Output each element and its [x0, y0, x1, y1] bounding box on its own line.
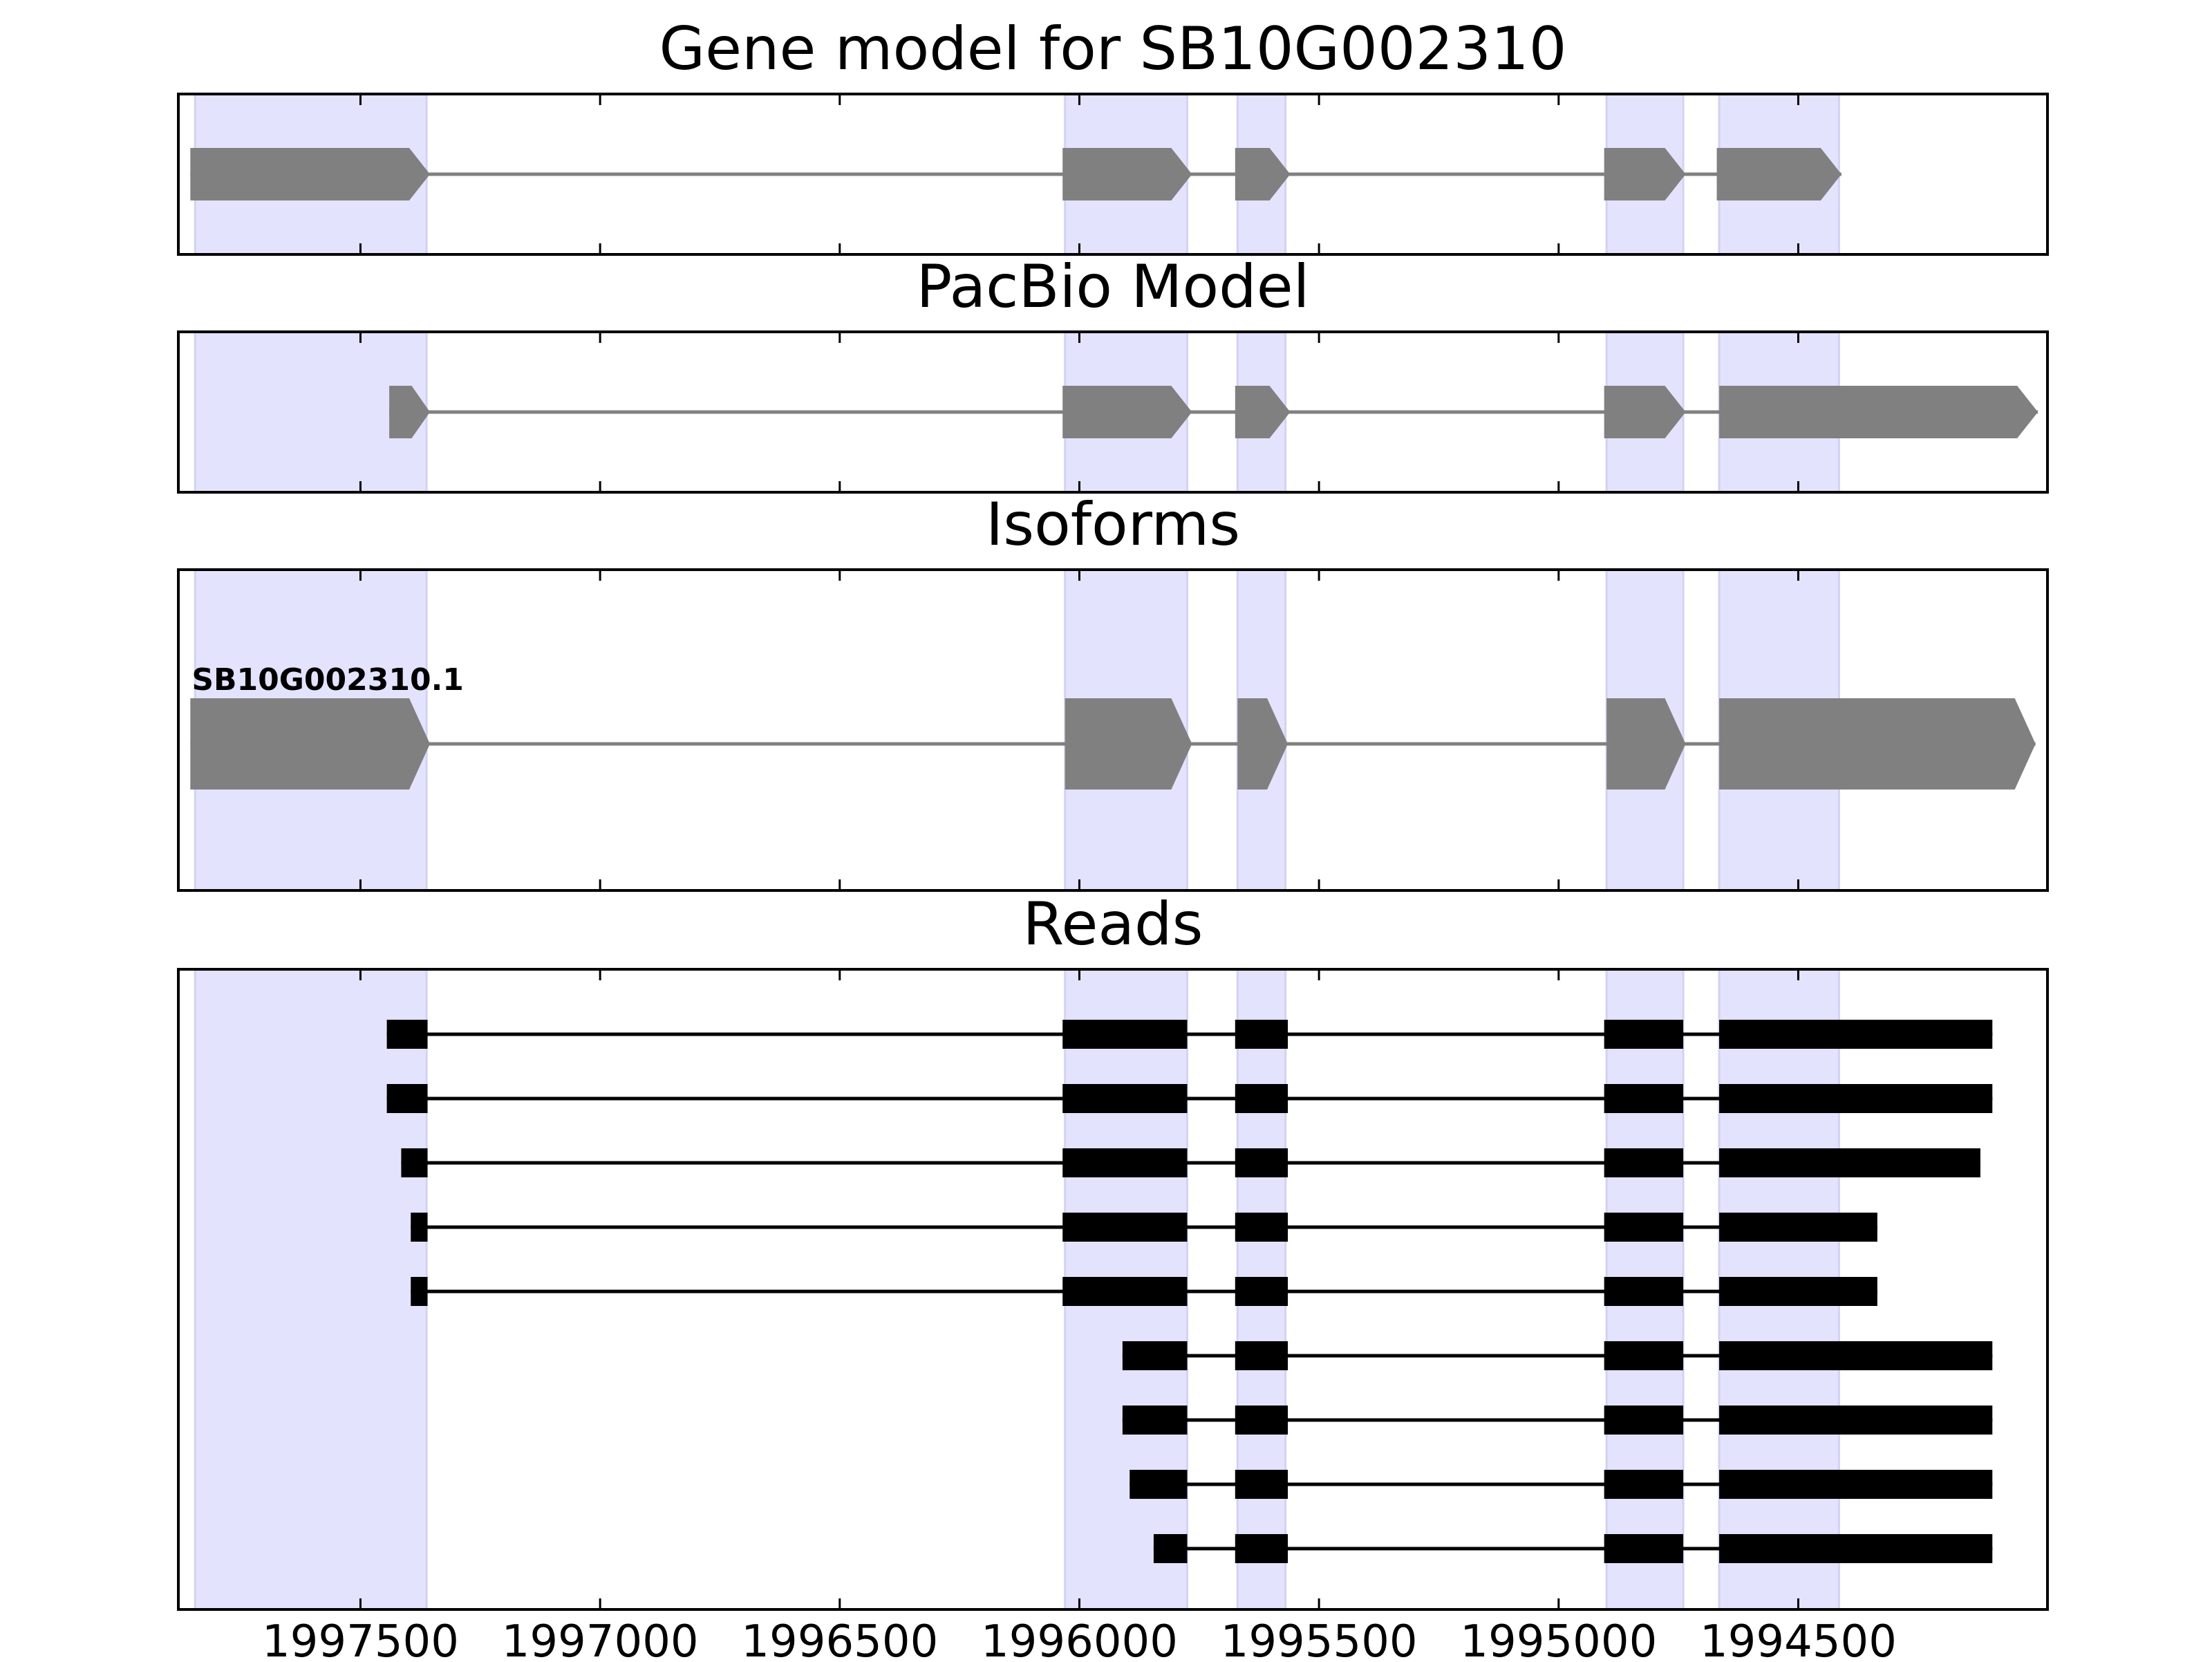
panel-title: PacBio Model	[916, 252, 1309, 321]
exon-arrow	[1062, 148, 1192, 200]
exon-block	[1062, 1213, 1188, 1242]
exon-arrow	[1719, 698, 2036, 790]
x-tick-label: 1995000	[1460, 1616, 1657, 1659]
exon-block	[1604, 1470, 1684, 1499]
exon-block	[1062, 1020, 1188, 1049]
exon-block	[1719, 1148, 1980, 1177]
exon-block	[1604, 1406, 1684, 1435]
exon-arrow	[1235, 148, 1291, 200]
exon-block	[1235, 1084, 1288, 1113]
exon-block	[1235, 1020, 1288, 1049]
exon-block	[1604, 1084, 1684, 1113]
exon-arrow	[1604, 148, 1686, 200]
exon-block	[1062, 1148, 1188, 1177]
isoform-label: SB10G002310.1	[191, 662, 464, 698]
exon-block	[1235, 1406, 1288, 1435]
gene-feature: SB10G002310.1	[190, 662, 2036, 790]
exon-block	[1604, 1534, 1684, 1563]
exon-block	[1235, 1213, 1288, 1242]
gene-feature	[389, 386, 2038, 438]
read-8	[1130, 1470, 1993, 1499]
read-5	[411, 1277, 1877, 1306]
read-6	[1122, 1341, 1993, 1370]
axes-frame	[177, 93, 2049, 256]
exon-block	[1604, 1213, 1684, 1242]
exon-arrow	[389, 386, 430, 438]
panel-3: Isoforms SB10G002310.1	[177, 490, 2049, 892]
exon-arrow	[1237, 698, 1288, 790]
panel-2: PacBio Model	[177, 252, 2049, 494]
exon-block	[1235, 1341, 1288, 1370]
exon-arrow	[190, 698, 430, 790]
exon-block	[1122, 1406, 1188, 1435]
gene-feature	[190, 148, 1841, 200]
panel-title: Isoforms	[986, 490, 1240, 559]
exon-arrow	[190, 148, 430, 200]
exon-block	[386, 1020, 428, 1049]
exon-block	[1235, 1277, 1288, 1306]
read-9	[1153, 1534, 1993, 1563]
exon-block	[1604, 1020, 1684, 1049]
exon-arrow	[1065, 698, 1192, 790]
panel-1: Gene model for SB10G002310	[177, 15, 2049, 256]
panel-title: Reads	[1023, 890, 1203, 959]
axes-frame	[177, 330, 2049, 494]
exon-block	[1062, 1084, 1188, 1113]
exon-block	[1719, 1277, 1877, 1306]
exon-arrow	[1235, 386, 1291, 438]
exon-arrow	[1062, 386, 1192, 438]
exon-block	[411, 1213, 428, 1242]
exon-block	[1235, 1148, 1288, 1177]
exon-block	[1235, 1534, 1288, 1563]
exon-arrow	[1604, 386, 1686, 438]
x-tick-label: 1994500	[1700, 1616, 1897, 1659]
exon-block	[1062, 1277, 1188, 1306]
exon-block	[1719, 1534, 1993, 1563]
axes-frame	[177, 568, 2049, 892]
x-tick-label: 1996500	[741, 1616, 938, 1659]
read-4	[411, 1213, 1877, 1242]
exon-block	[1719, 1213, 1877, 1242]
read-3	[401, 1148, 1980, 1177]
x-tick-label: 1997500	[262, 1616, 459, 1659]
exon-block	[1719, 1341, 1993, 1370]
panel-title: Gene model for SB10G002310	[659, 15, 1567, 84]
exon-block	[1719, 1020, 1993, 1049]
x-tick-label: 1996000	[981, 1616, 1178, 1659]
x-tick-label: 1997000	[502, 1616, 699, 1659]
exon-block	[1130, 1470, 1188, 1499]
exon-block	[1719, 1084, 1993, 1113]
exon-block	[1235, 1470, 1288, 1499]
exon-block	[1153, 1534, 1188, 1563]
exon-block	[411, 1277, 428, 1306]
exon-arrow	[1719, 386, 2038, 438]
read-2	[386, 1084, 1993, 1113]
read-7	[1122, 1406, 1993, 1435]
exon-block	[386, 1084, 428, 1113]
exon-block	[401, 1148, 428, 1177]
x-tick-label: 1995500	[1221, 1616, 1418, 1659]
exon-block	[1122, 1341, 1188, 1370]
exon-block	[1719, 1470, 1993, 1499]
exon-arrow	[1716, 148, 1841, 200]
exon-arrow	[1606, 698, 1686, 790]
read-1	[386, 1020, 1993, 1049]
exon-block	[1719, 1406, 1993, 1435]
exon-block	[1604, 1148, 1684, 1177]
axes-frame	[177, 968, 2049, 1611]
exon-block	[1604, 1277, 1684, 1306]
exon-block	[1604, 1341, 1684, 1370]
panel-4: Reads	[177, 890, 2049, 1611]
highlight-region-1	[194, 968, 428, 1611]
